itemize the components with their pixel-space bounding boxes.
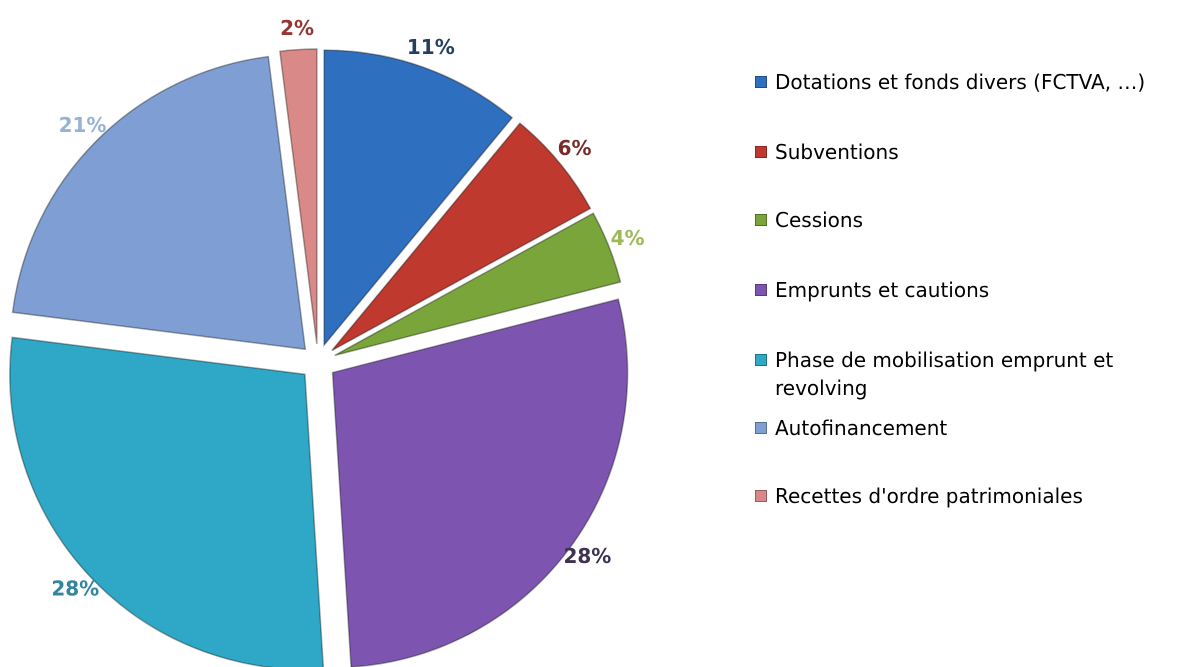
legend-swatch	[755, 214, 767, 226]
pie-slice	[279, 48, 318, 345]
legend-item: Phase de mobilisation emprunt et revolvi…	[755, 346, 1175, 402]
data-label: 28%	[51, 576, 99, 600]
legend-label: Autofinancement	[775, 416, 948, 440]
data-label: 4%	[611, 226, 645, 250]
pie-slice	[334, 212, 622, 357]
pie-slice	[331, 298, 629, 667]
legend-label: Subventions	[775, 140, 899, 164]
legend-swatch	[755, 490, 767, 502]
pie-slice	[11, 55, 307, 351]
legend-item: Emprunts et cautions	[755, 276, 1175, 304]
legend-swatch	[755, 422, 767, 434]
data-label: 21%	[59, 113, 107, 137]
legend-swatch	[755, 146, 767, 158]
data-label: 6%	[558, 136, 592, 160]
legend-label: Phase de mobilisation emprunt et revolvi…	[775, 348, 1114, 400]
pie-slice	[331, 122, 592, 352]
chart: 11% 6% 4% 28% 28% 21% 2%	[9, 16, 645, 667]
legend-item: Recettes d'ordre patrimoniales	[755, 482, 1175, 510]
pie-slice	[9, 336, 325, 667]
legend-label: Recettes d'ordre patrimoniales	[775, 484, 1083, 508]
data-label: 2%	[280, 16, 314, 40]
legend-item: Subventions	[755, 138, 1175, 166]
pie-slice	[323, 49, 514, 348]
legend-item: Autofinancement	[755, 414, 1175, 442]
legend-swatch	[755, 76, 767, 88]
legend-label: Dotations et fonds divers (FCTVA, …)	[775, 70, 1146, 94]
legend-item: Dotations et fonds divers (FCTVA, …)	[755, 68, 1175, 96]
data-label: 11%	[407, 35, 455, 59]
legend-swatch	[755, 354, 767, 366]
legend-label: Emprunts et cautions	[775, 278, 990, 302]
legend-label: Cessions	[775, 208, 863, 232]
legend-item: Cessions	[755, 206, 1175, 234]
data-label: 28%	[563, 544, 611, 568]
legend-swatch	[755, 284, 767, 296]
